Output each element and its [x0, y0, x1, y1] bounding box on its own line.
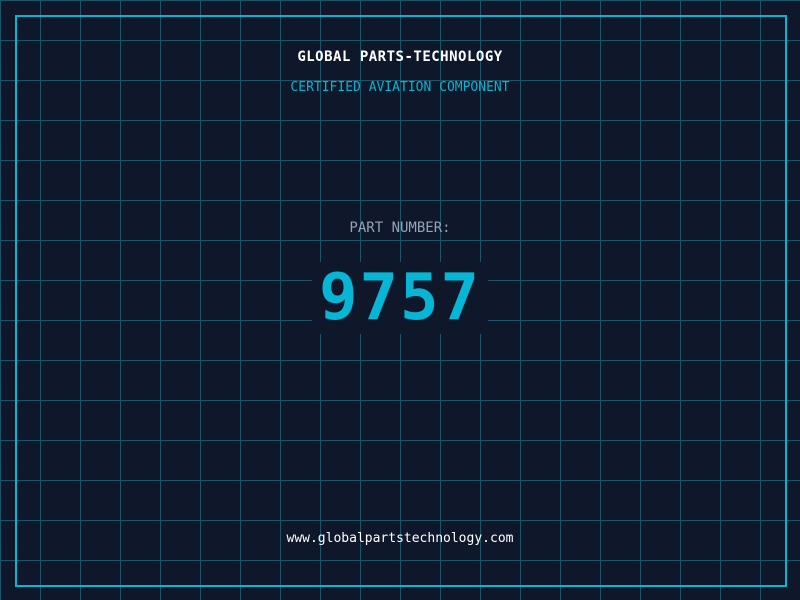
part-number-box — [312, 262, 488, 334]
website-url: www.globalpartstechnology.com — [286, 531, 514, 546]
border-frame — [15, 15, 787, 587]
part-number-label: PART NUMBER: — [349, 220, 451, 236]
certification-subtitle: CERTIFIED AVIATION COMPONENT — [290, 80, 510, 95]
part-number-value: 9757 — [318, 261, 482, 335]
company-title: GLOBAL PARTS-TECHNOLOGY — [297, 49, 503, 65]
